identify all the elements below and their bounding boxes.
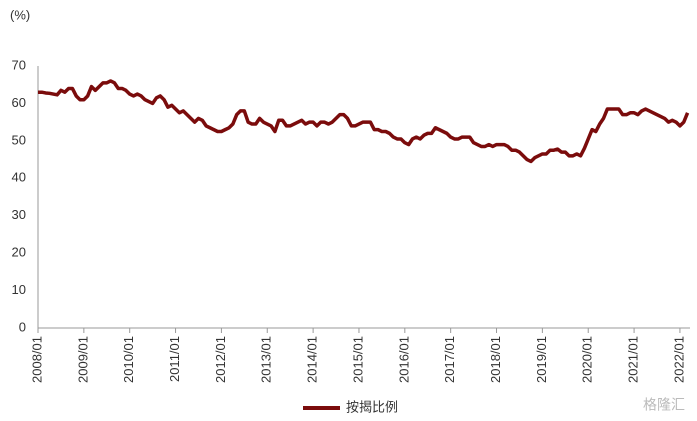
x-tick-label: 2013/01 [259, 336, 274, 383]
x-tick-label: 2012/01 [213, 336, 228, 383]
x-tick-label: 2019/01 [534, 336, 549, 383]
x-tick-label: 2008/01 [29, 336, 44, 383]
x-tick-label: 2016/01 [396, 336, 411, 383]
data-line [38, 79, 690, 164]
x-tick-label: 2009/01 [75, 336, 90, 383]
y-tick-label: 30 [12, 207, 26, 222]
y-tick-label: 60 [12, 95, 26, 110]
y-tick-label: 70 [12, 57, 26, 72]
x-tick-label: 2014/01 [305, 336, 320, 383]
y-tick-label: 10 [12, 282, 26, 297]
x-tick-label: 2015/01 [350, 336, 365, 383]
watermark: 格隆汇 [643, 397, 685, 413]
x-tick-label: 2011/01 [167, 336, 182, 382]
x-tick-label: 2010/01 [121, 336, 136, 383]
y-tick-label: 0 [19, 319, 26, 334]
x-tick-label: 2020/01 [580, 336, 595, 383]
x-tick-label: 2018/01 [488, 336, 503, 383]
y-tick-label: 40 [12, 170, 26, 185]
y-axis-label: (%) [10, 7, 30, 22]
x-tick-label: 2017/01 [442, 336, 457, 383]
y-tick-label: 20 [12, 245, 26, 260]
legend-label: 按揭比例 [346, 399, 398, 414]
x-tick-label: 2022/01 [671, 336, 686, 383]
y-tick-label: 50 [12, 132, 26, 147]
x-tick-label: 2021/01 [626, 336, 641, 383]
